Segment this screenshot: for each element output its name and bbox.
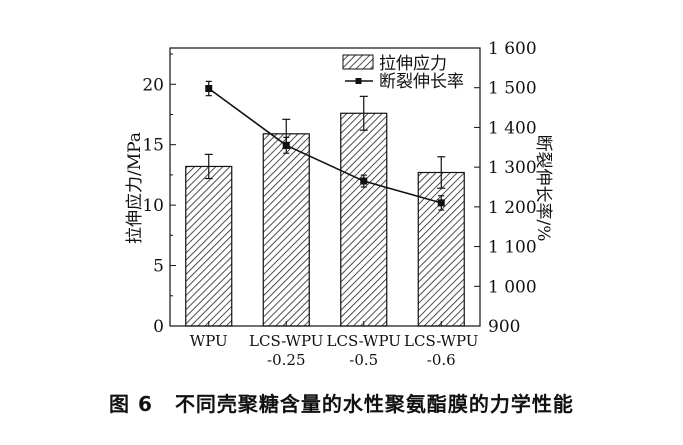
line-point [282,141,290,149]
elongation-line [208,87,442,204]
figure-caption: 图 6 不同壳聚糖含量的水性聚氨酯膜的力学性能 [0,388,683,417]
line-point [360,177,368,185]
y-tick-label-left: 15 [142,136,164,156]
y-tick-label-left: 0 [153,317,164,337]
y-tick-label-right: 1 400 [488,118,537,138]
y-tick-label-right: 900 [488,317,520,337]
y-tick-label-right: 1 000 [488,277,537,297]
x-tick-label: LCS-WPU -0.25 [249,332,323,369]
y-axis-right-label: 断裂伸长率/% [533,135,553,242]
figure-number: 图 6 [109,392,153,416]
y-tick-label-right: 1 100 [488,238,537,258]
bar [340,112,388,327]
y-tick-label-right: 1 500 [488,79,537,99]
y-tick-label-left: 20 [142,75,164,95]
y-tick-label-right: 1 300 [488,158,537,178]
y-tick-label-right: 1 600 [488,39,537,59]
legend-swatch-bar [342,54,374,70]
line-point [437,199,445,207]
plot-frame [169,47,481,327]
x-tick-label: LCS-WPU -0.5 [327,332,401,369]
y-tick-label-left: 10 [142,196,164,216]
legend-label-elongation: 断裂伸长率 [379,72,464,92]
y-tick-label-right: 1 200 [488,198,537,218]
y-tick-label-left: 5 [153,257,164,277]
legend-swatch-marker [355,78,362,84]
mechanical-properties-chart: 0 5 10 15 20 900 1 000 1 100 1 200 1 300 1 400 1 50… [125,39,553,369]
bar [262,133,310,327]
legend-label-stress: 拉伸应力 [379,54,447,74]
line-point [205,85,213,93]
x-tick-label: WPU [190,332,228,350]
figure-title: 不同壳聚糖含量的水性聚氨酯膜的力学性能 [174,392,574,416]
x-tick-label: LCS-WPU -0.6 [404,332,478,369]
y-axis-left-label: 拉伸应力/MPa [125,132,145,244]
bar [185,165,233,327]
